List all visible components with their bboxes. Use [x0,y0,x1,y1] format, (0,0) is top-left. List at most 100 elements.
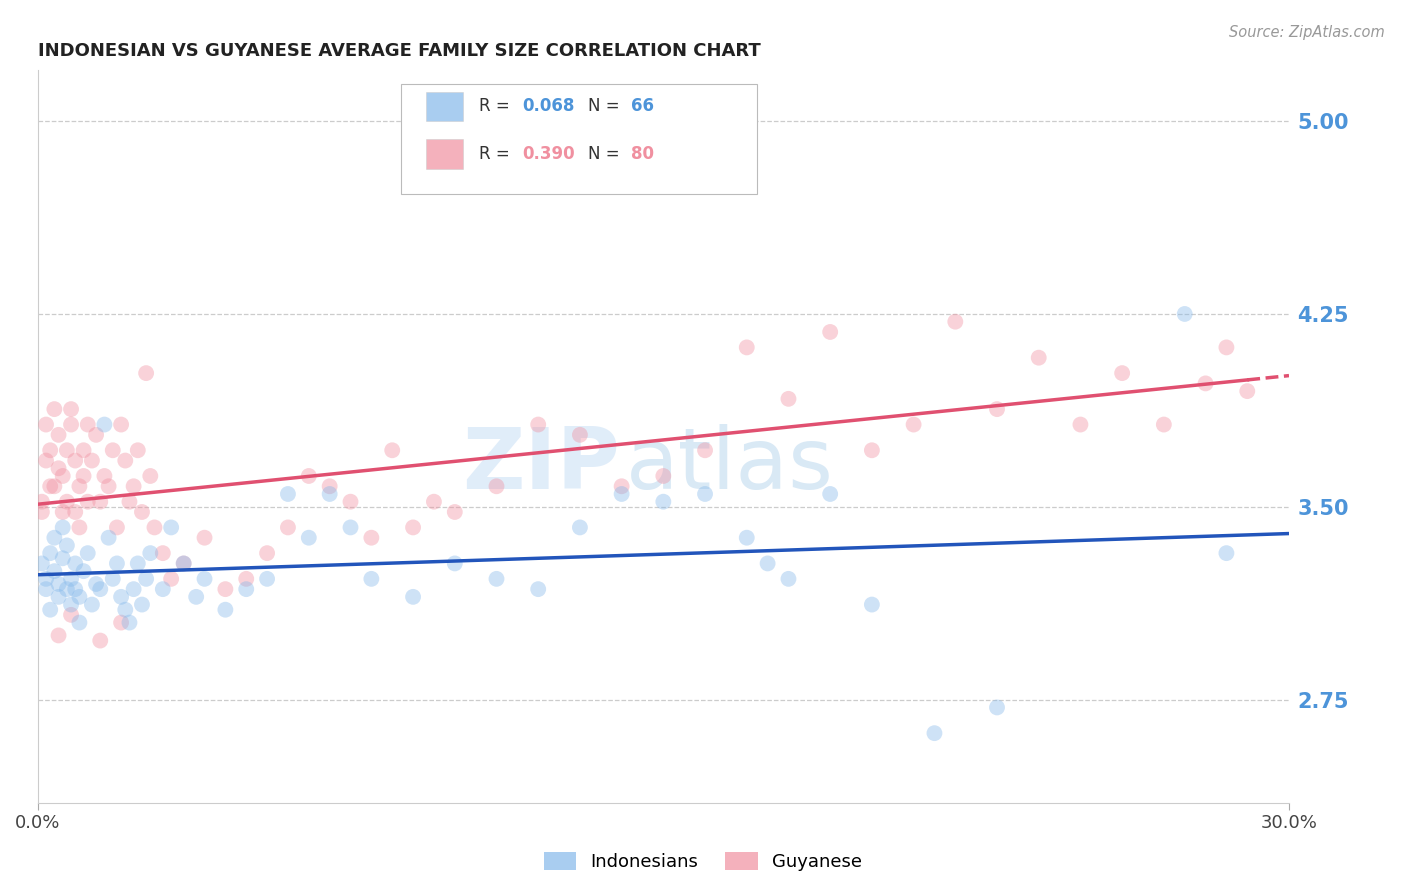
Point [89,582,111,596]
Point [256,572,278,586]
Point [35,417,58,432]
Point [97,479,120,493]
Text: 0.068: 0.068 [522,97,574,115]
Point [48,577,70,591]
Point [186,590,208,604]
Point [110,590,132,604]
Point [105,557,128,571]
FancyBboxPatch shape [426,92,463,121]
Point [118,494,141,508]
Point [1236,384,1258,398]
Point [131,598,153,612]
Point [60,402,83,417]
Point [114,603,136,617]
Point [693,487,716,501]
Point [610,487,633,501]
Point [152,546,174,560]
Point [986,402,1008,417]
Point [127,443,149,458]
Point [214,603,236,617]
Point [277,487,299,501]
Point [56,443,79,458]
Point [52,520,75,534]
Point [277,520,299,534]
Point [235,582,257,596]
Point [67,590,90,604]
Point [1174,307,1197,321]
Point [131,505,153,519]
Point [72,564,94,578]
Point [67,479,90,493]
Point [652,469,675,483]
Text: 66: 66 [631,97,654,115]
Text: INDONESIAN VS GUYANESE AVERAGE FAMILY SIZE CORRELATION CHART: INDONESIAN VS GUYANESE AVERAGE FAMILY SI… [38,42,761,60]
Point [943,315,966,329]
Point [193,572,215,586]
Point [818,325,841,339]
Point [89,633,111,648]
Point [860,443,883,458]
Point [1111,366,1133,380]
Point [39,479,62,493]
Point [39,546,62,560]
Point [44,402,66,417]
Point [84,577,107,591]
Point [105,520,128,534]
Point [56,538,79,552]
Point [423,494,446,508]
Point [101,572,124,586]
Point [756,557,779,571]
Point [924,726,946,740]
Point [67,520,90,534]
Point [1194,376,1216,391]
Point [485,479,508,493]
Point [31,557,53,571]
Point [44,479,66,493]
Point [139,546,162,560]
Point [31,494,53,508]
FancyBboxPatch shape [401,85,758,194]
Point [160,520,183,534]
Point [56,494,79,508]
Point [903,417,925,432]
Point [44,531,66,545]
FancyBboxPatch shape [426,139,463,169]
Text: Source: ZipAtlas.com: Source: ZipAtlas.com [1229,25,1385,40]
Point [114,453,136,467]
Point [44,564,66,578]
Point [60,598,83,612]
Point [143,520,166,534]
Point [568,520,591,534]
Text: ZIP: ZIP [461,424,620,507]
Point [860,598,883,612]
Legend: Indonesians, Guyanese: Indonesians, Guyanese [536,845,870,879]
Point [298,531,321,545]
Point [76,546,98,560]
Text: N =: N = [588,145,626,163]
Point [118,615,141,630]
Point [65,453,87,467]
Point [381,443,404,458]
Point [318,479,340,493]
Point [693,443,716,458]
Point [76,417,98,432]
Point [298,469,321,483]
Point [735,340,758,354]
Point [135,366,157,380]
Point [110,417,132,432]
Text: N =: N = [588,97,626,115]
Point [101,443,124,458]
Point [48,628,70,642]
Point [76,494,98,508]
Point [173,557,195,571]
Point [35,582,58,596]
Point [60,607,83,622]
Point [60,417,83,432]
Point [1153,417,1175,432]
Point [818,487,841,501]
Point [84,427,107,442]
Point [610,479,633,493]
Point [652,494,675,508]
Point [193,531,215,545]
Point [256,546,278,560]
